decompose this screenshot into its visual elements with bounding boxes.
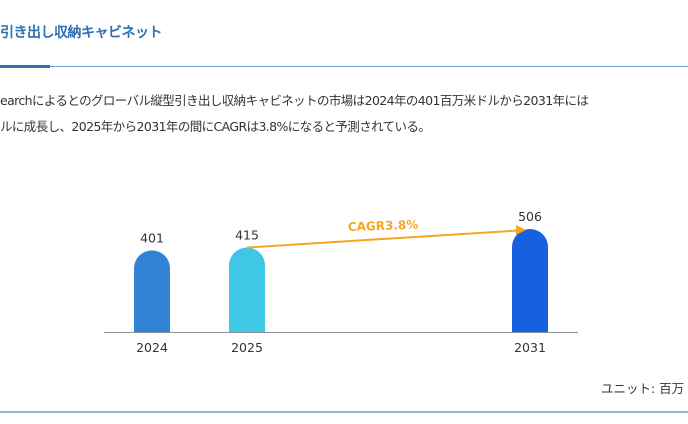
bottom-divider bbox=[0, 411, 688, 413]
value-label-2031: 506 bbox=[518, 209, 542, 224]
unit-label: ユニット: 百万 bbox=[601, 381, 685, 396]
cagr-label: CAGR3.8% bbox=[348, 218, 419, 234]
divider bbox=[0, 66, 688, 67]
description-line-2: ルに成長し、2025年から2031年の間にCAGRは3.8%になると予測されてい… bbox=[0, 119, 431, 134]
divider-accent bbox=[0, 65, 50, 68]
x-tick-label-2025: 2025 bbox=[231, 340, 263, 355]
value-label-2025: 415 bbox=[235, 228, 259, 243]
section-title: 引き出し収納キャビネット bbox=[0, 25, 163, 41]
bar-2025 bbox=[229, 247, 265, 332]
bar-2024 bbox=[134, 250, 170, 332]
description-line-1: earchによるとのグローバル縦型引き出し収納キャビネットの市場は2024年の4… bbox=[0, 93, 589, 108]
bar-2031 bbox=[512, 229, 548, 332]
cagr-arrow-head bbox=[516, 225, 526, 235]
value-label-2024: 401 bbox=[140, 230, 164, 245]
x-tick-label-2024: 2024 bbox=[136, 340, 168, 355]
x-tick-label-2031: 2031 bbox=[514, 340, 546, 355]
cagr-arrow bbox=[246, 229, 519, 249]
